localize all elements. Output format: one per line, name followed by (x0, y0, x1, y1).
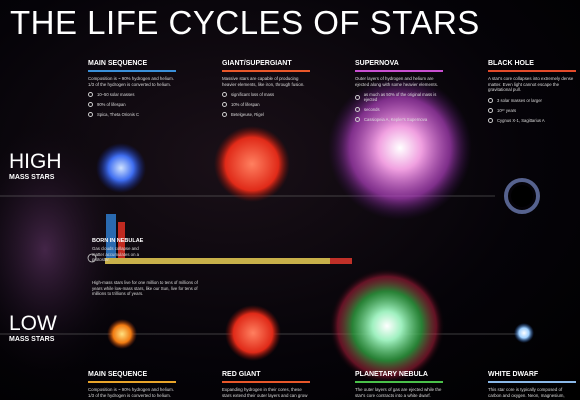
fact: significant loss of mass (222, 92, 310, 98)
high-label: HIGH (9, 150, 62, 173)
nebula-block: BORN IN NEBULAE Gas clouds collapse and … (92, 238, 144, 263)
fact-icon (488, 117, 493, 123)
supernova (328, 76, 472, 220)
stage-column: WHITE DWARF This star core is typically c… (488, 371, 576, 398)
fact-icon (488, 107, 493, 113)
supergiant-star (214, 126, 290, 202)
fact-icon (222, 102, 227, 108)
fact: 90% of lifespan (88, 102, 176, 108)
fact-text: seconds (364, 107, 380, 113)
stage-heading: SUPERNOVA (355, 60, 443, 72)
low-label-group: LOW MASS STARS (9, 312, 57, 343)
fact: 10–50 solar masses (88, 92, 176, 98)
clock-icon (87, 253, 97, 263)
fact-icon (355, 117, 360, 123)
stage-heading: WHITE DWARF (488, 371, 576, 383)
stage-column: MAIN SEQUENCE Composition is ~ 90% hydrog… (88, 60, 176, 118)
stage-heading: BLACK HOLE (488, 60, 576, 72)
high-sublabel: MASS STARS (9, 174, 55, 181)
main-sequence-star (96, 143, 146, 193)
stage-heading: PLANETARY NEBULA (355, 371, 443, 383)
lifespan-timeline (105, 258, 335, 264)
stage-description: Expanding hydrogen in their cores, these… (222, 387, 308, 398)
fact-text: significant loss of mass (231, 92, 275, 98)
stage-description: This star core is typically composed of … (488, 387, 565, 398)
stage-column: BLACK HOLE A star's core collapses into e… (488, 60, 576, 123)
fact: as much as 50% of the original mass is e… (355, 92, 443, 102)
white-dwarf (514, 323, 534, 343)
title: THE LIFE CYCLES OF STARS (10, 4, 480, 41)
stage-column: GIANT/SUPERGIANT Massive stars are capabl… (222, 60, 310, 118)
stage-description: Composition is ~ 90% hydrogen and helium… (88, 76, 175, 87)
fact: 10²⁰ years (488, 107, 576, 113)
stage-heading: MAIN SEQUENCE (88, 371, 176, 383)
fact-text: 10–50 solar masses (97, 92, 135, 98)
fact: seconds (355, 107, 443, 113)
stage-description: Composition is ~ 90% hydrogen and helium… (88, 387, 175, 398)
low-label: LOW (9, 312, 57, 335)
stage-heading: GIANT/SUPERGIANT (222, 60, 310, 72)
fact: Cassiopeia A, Kepler's Supernova (355, 117, 443, 123)
black-hole-core (511, 185, 533, 207)
fact-icon (88, 92, 93, 98)
fact: Betelgeuse, Rigel (222, 112, 310, 118)
stage-description: Massive stars are capable of producing h… (222, 76, 305, 87)
planetary-nebula (329, 268, 445, 384)
lifespan-low-bar (118, 222, 125, 258)
fact: 3 solar masses or larger (488, 97, 576, 103)
high-label-group: HIGH MASS STARS (9, 150, 62, 181)
nebula-description: Gas clouds collapse and matter accumulat… (92, 246, 140, 262)
fact-text: 10% of lifespan (231, 102, 260, 108)
fact-text: Betelgeuse, Rigel (231, 112, 264, 118)
fact-text: 90% of lifespan (97, 102, 126, 108)
fact-text: Cassiopeia A, Kepler's Supernova (364, 117, 428, 123)
lifespan-note: High-mass stars live for one million to … (92, 280, 198, 296)
stage-description: Outer layers of hydrogen and helium are … (355, 76, 438, 87)
stage-column: SUPERNOVA Outer layers of hydrogen and he… (355, 60, 443, 123)
fact-icon (222, 112, 227, 118)
fact-text: Cygnus X-1, Sagittarius A (497, 117, 545, 123)
fact: Spica, Theta Orionis C (88, 112, 176, 118)
fact-icon (88, 112, 93, 118)
fact-text: Spica, Theta Orionis C (97, 112, 140, 118)
stage-description: The outer layers of gas are ejected whil… (355, 387, 442, 398)
stage-column: MAIN SEQUENCE Composition is ~ 90% hydrog… (88, 371, 176, 398)
fact-icon (355, 107, 360, 113)
fact-icon (355, 94, 360, 100)
stage-column: PLANETARY NEBULA The outer layers of gas … (355, 371, 443, 398)
fact-text: 3 solar masses or larger (497, 97, 542, 103)
low-sublabel: MASS STARS (9, 336, 55, 343)
nebula-heading: BORN IN NEBULAE (92, 238, 144, 244)
stage-heading: RED GIANT (222, 371, 310, 383)
fact-text: as much as 50% of the original mass is e… (363, 92, 437, 103)
fact: Cygnus X-1, Sagittarius A (488, 117, 576, 123)
low-main-sequence-star (107, 319, 137, 349)
stage-column: RED GIANT Expanding hydrogen in their cor… (222, 371, 310, 398)
stage-heading: MAIN SEQUENCE (88, 60, 176, 72)
fact-icon (88, 102, 93, 108)
fact-icon (222, 92, 227, 98)
fact-icon (488, 97, 493, 103)
lifespan-high-bar (106, 214, 116, 258)
stage-description: A star's core collapses into extremely d… (488, 76, 574, 93)
lifespan-timeline-end (330, 258, 352, 264)
red-giant-star (225, 305, 281, 361)
black-hole (504, 178, 540, 214)
fact-text: 10²⁰ years (497, 107, 517, 113)
fact: 10% of lifespan (222, 102, 310, 108)
